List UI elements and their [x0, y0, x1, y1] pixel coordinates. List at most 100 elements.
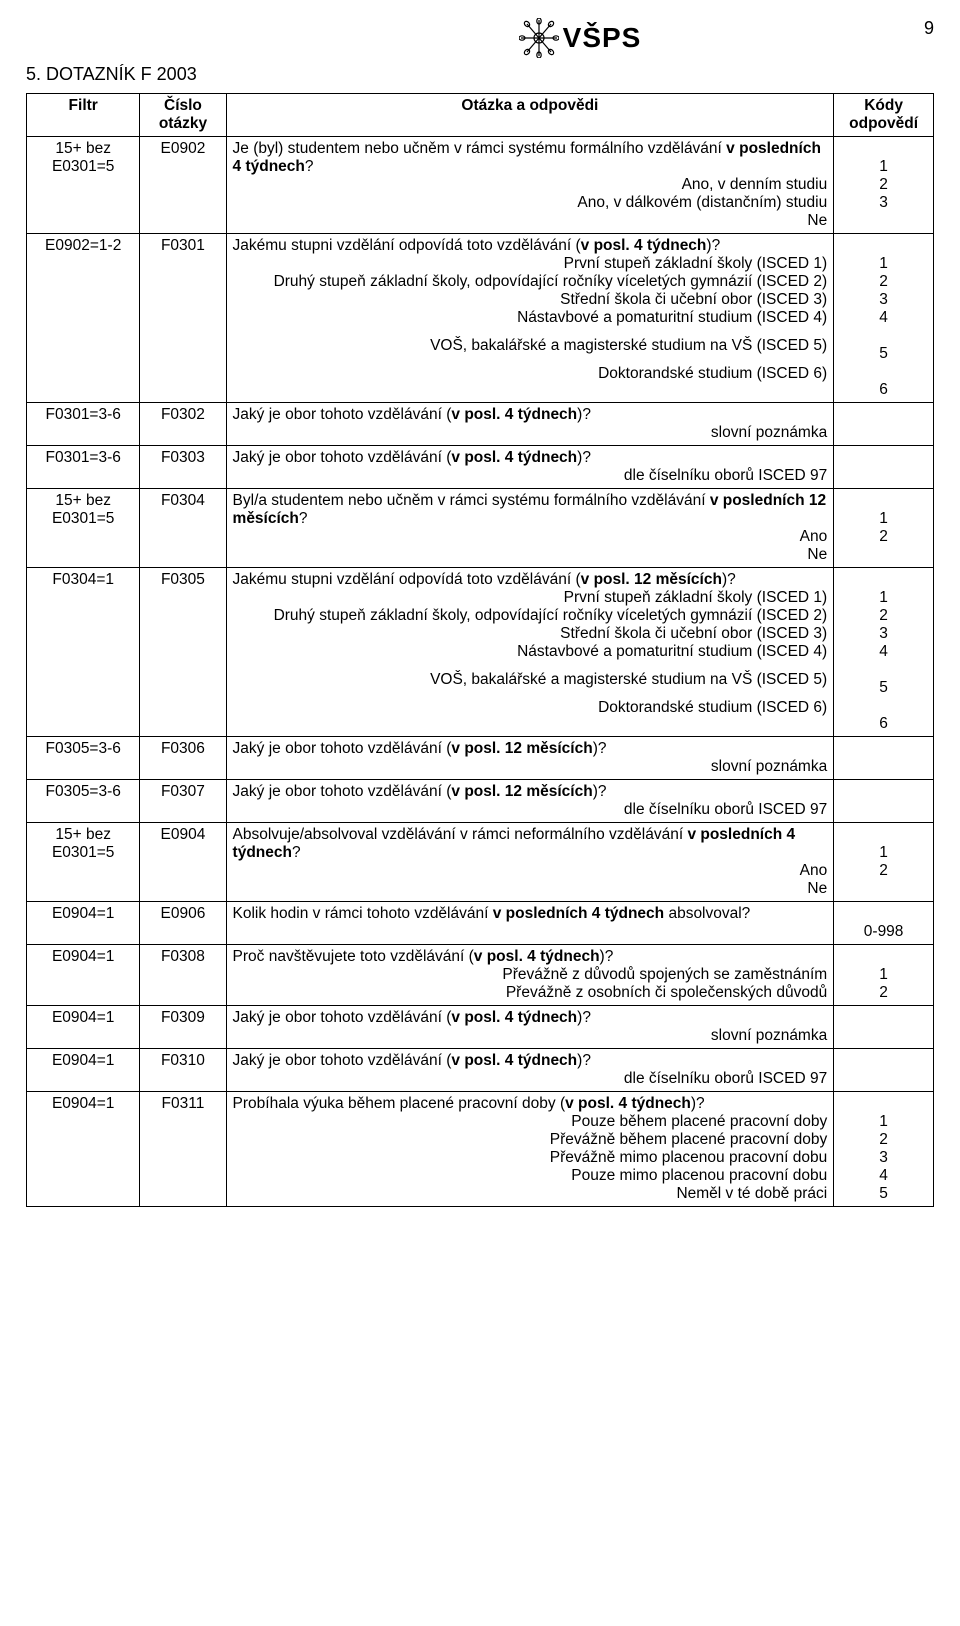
answer-line: Převážně během placené pracovní doby: [233, 1131, 828, 1149]
answer-line: VOŠ, bakalářské a magisterské studium na…: [233, 327, 828, 355]
question-text: Jaký je obor tohoto vzdělávání (v posl. …: [233, 449, 828, 467]
question-text: Je (byl) studentem nebo učněm v rámci sy…: [233, 140, 828, 176]
cell-codes: 1 2: [834, 489, 934, 568]
cell-codes: 1 2 3 4 5: [834, 1092, 934, 1207]
cell-question: Jaký je obor tohoto vzdělávání (v posl. …: [226, 1006, 834, 1049]
table-row: E0904=1F0309 Jaký je obor tohoto vzdělává…: [27, 1006, 934, 1049]
answer-line: Nástavbové a pomaturitní studium (ISCED …: [233, 309, 828, 327]
table-row: F0305=3-6F0307Jaký je obor tohoto vzdělá…: [27, 780, 934, 823]
cell-filter: 15+ bez E0301=5: [27, 823, 140, 902]
answer-line: Převážně z důvodů spojených se zaměstnán…: [233, 966, 828, 984]
answer-line: První stupeň základní školy (ISCED 1): [233, 589, 828, 607]
table-row: F0301=3-6F0303Jaký je obor tohoto vzdělá…: [27, 446, 934, 489]
question-text: Proč navštěvujete toto vzdělávání (v pos…: [233, 948, 828, 966]
question-text: Jaký je obor tohoto vzdělávání (v posl. …: [233, 1009, 828, 1027]
table-row: E0904=1F0310 Jaký je obor tohoto vzdělává…: [27, 1049, 934, 1092]
cell-question: Jakému stupni vzdělání odpovídá toto vzd…: [226, 568, 834, 737]
cell-question: Je (byl) studentem nebo učněm v rámci sy…: [226, 137, 834, 234]
answer-line: slovní poznámka: [233, 1027, 828, 1045]
answer-line: Pouze mimo placenou pracovní dobu: [233, 1167, 828, 1185]
cell-filter: F0304=1: [27, 568, 140, 737]
cell-filter: E0904=1: [27, 1049, 140, 1092]
table-row: E0904=1F0308 Proč navštěvujete toto vzděl…: [27, 945, 934, 1006]
section-title: 5. DOTAZNÍK F 2003: [26, 64, 934, 85]
cell-num: F0301: [140, 234, 226, 403]
page-root: VŠPS 9 5. DOTAZNÍK F 2003 Filtr Číslo ot…: [0, 0, 960, 1225]
cell-num: F0304: [140, 489, 226, 568]
answer-line: Ne: [233, 546, 828, 564]
table-row: F0304=1F0305 Jakému stupni vzdělání odpov…: [27, 568, 934, 737]
cell-num: F0310: [140, 1049, 226, 1092]
cell-question: Probíhala výuka během placené pracovní d…: [226, 1092, 834, 1207]
table-row: 15+ bez E0301=5E0904Absolvuje/absolvoval…: [27, 823, 934, 902]
cell-filter: E0904=1: [27, 945, 140, 1006]
question-text: Absolvuje/absolvoval vzdělávání v rámci …: [233, 826, 828, 862]
answer-line: slovní poznámka: [233, 424, 828, 442]
answer-line: První stupeň základní školy (ISCED 1): [233, 255, 828, 273]
starburst-icon: [519, 18, 559, 58]
question-text: Jaký je obor tohoto vzdělávání (v posl. …: [233, 783, 828, 801]
cell-num: E0906: [140, 902, 226, 945]
cell-filter: E0904=1: [27, 1006, 140, 1049]
question-text: Jakému stupni vzdělání odpovídá toto vzd…: [233, 237, 828, 255]
cell-num: F0302: [140, 403, 226, 446]
answer-line: dle číselníku oborů ISCED 97: [233, 801, 828, 819]
col-header-question: Otázka a odpovědi: [226, 94, 834, 137]
page-header: VŠPS 9: [26, 18, 934, 58]
answer-line: Neměl v té době práci: [233, 1185, 828, 1203]
cell-question: Jaký je obor tohoto vzdělávání (v posl. …: [226, 780, 834, 823]
cell-question: Jaký je obor tohoto vzdělávání (v posl. …: [226, 1049, 834, 1092]
cell-num: F0305: [140, 568, 226, 737]
cell-codes: [834, 1049, 934, 1092]
cell-num: F0309: [140, 1006, 226, 1049]
cell-question: Jaký je obor tohoto vzdělávání (v posl. …: [226, 737, 834, 780]
cell-codes: [834, 403, 934, 446]
question-text: Jaký je obor tohoto vzdělávání (v posl. …: [233, 1052, 828, 1070]
cell-filter: 15+ bez E0301=5: [27, 489, 140, 568]
question-text: Byl/a studentem nebo učněm v rámci systé…: [233, 492, 828, 528]
table-row: 15+ bez E0301=5F0304Byl/a studentem nebo…: [27, 489, 934, 568]
answer-line: Druhý stupeň základní školy, odpovídajíc…: [233, 607, 828, 625]
answer-line: Nástavbové a pomaturitní studium (ISCED …: [233, 643, 828, 661]
cell-question: Absolvuje/absolvoval vzdělávání v rámci …: [226, 823, 834, 902]
answer-line: Pouze během placené pracovní doby: [233, 1113, 828, 1131]
cell-codes: 1 2: [834, 945, 934, 1006]
answer-line: Střední škola či učební obor (ISCED 3): [233, 291, 828, 309]
table-header-row: Filtr Číslo otázky Otázka a odpovědi Kód…: [27, 94, 934, 137]
answer-line: Převážně z osobních či společenských dův…: [233, 984, 828, 1002]
table-row: E0902=1-2F0301Jakému stupni vzdělání odp…: [27, 234, 934, 403]
answer-line: dle číselníku oborů ISCED 97: [233, 1070, 828, 1088]
cell-codes: 1 2 3 4 5 6: [834, 568, 934, 737]
question-text: Jakému stupni vzdělání odpovídá toto vzd…: [233, 571, 828, 589]
cell-codes: 1 2 3 4 5 6: [834, 234, 934, 403]
answer-line: Převážně mimo placenou pracovní dobu: [233, 1149, 828, 1167]
cell-question: Jakému stupni vzdělání odpovídá toto vzd…: [226, 234, 834, 403]
cell-codes: 0-998: [834, 902, 934, 945]
table-row: E0904=1E0906Kolik hodin v rámci tohoto v…: [27, 902, 934, 945]
cell-filter: F0301=3-6: [27, 403, 140, 446]
logo: VŠPS: [519, 18, 642, 58]
table-row: F0301=3-6F0302Jaký je obor tohoto vzdělá…: [27, 403, 934, 446]
question-text: Jaký je obor tohoto vzdělávání (v posl. …: [233, 740, 828, 758]
cell-filter: 15+ bez E0301=5: [27, 137, 140, 234]
answer-line: Doktorandské studium (ISCED 6): [233, 689, 828, 717]
cell-question: Proč navštěvujete toto vzdělávání (v pos…: [226, 945, 834, 1006]
cell-question: Byl/a studentem nebo učněm v rámci systé…: [226, 489, 834, 568]
cell-question: Jaký je obor tohoto vzdělávání (v posl. …: [226, 446, 834, 489]
cell-num: F0303: [140, 446, 226, 489]
questionnaire-table: Filtr Číslo otázky Otázka a odpovědi Kód…: [26, 93, 934, 1207]
table-row: E0904=1F0311Probíhala výuka během placen…: [27, 1092, 934, 1207]
cell-num: F0311: [140, 1092, 226, 1207]
answer-line: Ano, v dálkovém (distančním) studiu: [233, 194, 828, 212]
col-header-filter: Filtr: [27, 94, 140, 137]
answer-line: Ano: [233, 862, 828, 880]
cell-filter: F0305=3-6: [27, 780, 140, 823]
answer-line: dle číselníku oborů ISCED 97: [233, 467, 828, 485]
cell-num: F0306: [140, 737, 226, 780]
cell-num: F0308: [140, 945, 226, 1006]
answer-line: Ano: [233, 528, 828, 546]
cell-codes: 1 2 3: [834, 137, 934, 234]
cell-filter: F0305=3-6: [27, 737, 140, 780]
question-text: Kolik hodin v rámci tohoto vzdělávání v …: [233, 905, 828, 923]
question-text: Probíhala výuka během placené pracovní d…: [233, 1095, 828, 1113]
